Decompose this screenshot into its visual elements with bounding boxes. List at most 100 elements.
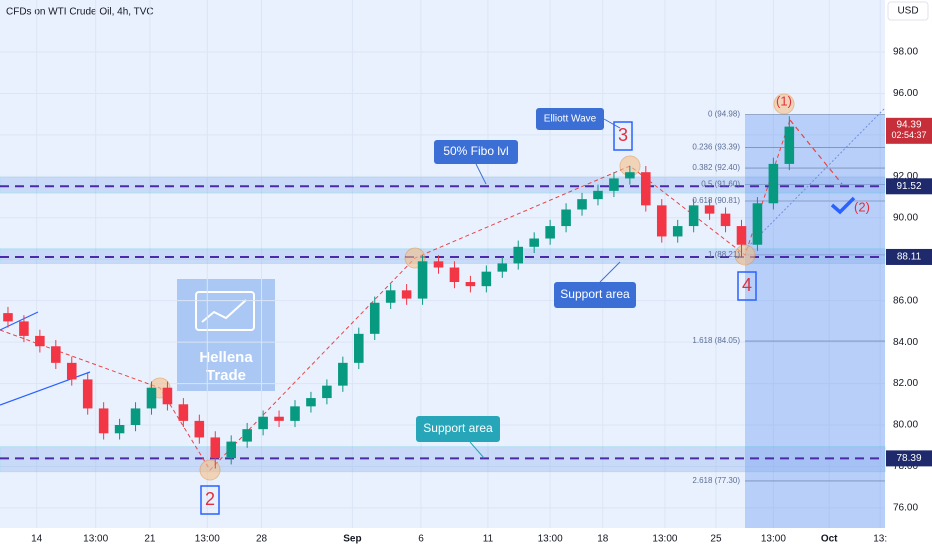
countdown: 02:54:37 bbox=[891, 130, 926, 140]
candle-body bbox=[290, 406, 300, 421]
candle-body bbox=[625, 172, 635, 179]
fib-label: 0 (94.98) bbox=[708, 110, 740, 119]
candle-body bbox=[369, 302, 380, 334]
candle-body bbox=[529, 238, 539, 247]
x-tick-label: 13:00 bbox=[195, 534, 220, 545]
logo-box bbox=[177, 279, 275, 391]
candle-body bbox=[338, 362, 348, 386]
candle-body bbox=[688, 205, 699, 227]
candle-body bbox=[306, 398, 316, 407]
x-tick-label: 6 bbox=[418, 534, 424, 545]
fib-label: 2.618 (77.30) bbox=[692, 476, 740, 485]
candle-body bbox=[178, 404, 189, 421]
x-tick-label: 21 bbox=[144, 534, 156, 545]
annotation-pointer bbox=[603, 118, 621, 129]
candle-body bbox=[513, 246, 524, 264]
annotation: Elliott Wave bbox=[544, 114, 597, 125]
fib-label: 0.618 (90.81) bbox=[692, 196, 740, 205]
candle-body bbox=[98, 408, 109, 434]
candle-body bbox=[641, 172, 651, 206]
x-tick-label: Sep bbox=[343, 534, 361, 545]
x-tick-label: 25 bbox=[710, 534, 722, 545]
candle-body bbox=[66, 362, 77, 380]
x-tick-label: 13:00 bbox=[83, 534, 108, 545]
projection bbox=[789, 119, 843, 185]
channel-line bbox=[0, 311, 39, 331]
candle-body bbox=[242, 429, 252, 442]
wave-label: (2) bbox=[854, 199, 870, 214]
candle-body bbox=[35, 335, 45, 347]
wave-box bbox=[200, 485, 220, 515]
candle-body bbox=[497, 263, 508, 272]
candle-body bbox=[784, 126, 795, 164]
annotation-box bbox=[536, 108, 604, 130]
candle-body bbox=[226, 441, 236, 459]
candle-body bbox=[114, 425, 125, 434]
candle-body bbox=[385, 290, 396, 303]
plot bbox=[0, 0, 886, 528]
candle-body bbox=[130, 408, 141, 426]
y-tick-label: 98.00 bbox=[893, 47, 918, 58]
candle-body bbox=[465, 282, 476, 287]
fib-label: 0.5 (91.60) bbox=[701, 180, 740, 189]
x-tick-label: 28 bbox=[256, 534, 268, 545]
pivot-circle bbox=[734, 244, 756, 266]
time-axis bbox=[0, 528, 885, 550]
annotation-pointer bbox=[475, 163, 487, 185]
y-tick-label: 96.00 bbox=[893, 88, 918, 99]
candle-body bbox=[545, 226, 555, 239]
candle-body bbox=[481, 271, 492, 287]
last-price: 94.39 bbox=[896, 119, 921, 130]
x-tick-label: 14 bbox=[31, 534, 43, 545]
annotation: Support area bbox=[423, 421, 493, 435]
x-tick-label: 13:00 bbox=[761, 534, 786, 545]
annotation-box bbox=[554, 282, 636, 308]
candle-body bbox=[593, 190, 603, 200]
candle-body bbox=[162, 387, 173, 405]
fib-label: 0.236 (93.39) bbox=[692, 143, 740, 152]
candle-body bbox=[194, 420, 205, 438]
candle-body bbox=[736, 226, 747, 245]
y-tick-label: 90.00 bbox=[893, 212, 918, 223]
logo-line bbox=[201, 299, 247, 323]
candle-body bbox=[768, 163, 779, 204]
pivot-circle bbox=[773, 93, 795, 115]
logo-text: Trade bbox=[206, 367, 246, 384]
fib-label: 1.618 (84.05) bbox=[692, 336, 740, 345]
wave-box bbox=[737, 271, 757, 301]
wave-label: 4 bbox=[742, 275, 752, 295]
currency-box[interactable] bbox=[887, 1, 929, 21]
candle-body bbox=[401, 290, 412, 299]
x-tick-label: 13:00 bbox=[538, 534, 563, 545]
price-tag-label: 78.39 bbox=[896, 453, 921, 464]
candle-body bbox=[433, 261, 444, 268]
candle-body bbox=[274, 416, 284, 421]
fib-label: 1 (88.21) bbox=[708, 250, 740, 259]
candle-body bbox=[704, 205, 715, 214]
wave-label: (1) bbox=[776, 93, 792, 108]
candle-body bbox=[672, 226, 683, 237]
currency: USD bbox=[897, 6, 918, 17]
candle-body bbox=[322, 385, 332, 399]
candle-body bbox=[561, 209, 571, 227]
last-price-tag bbox=[886, 117, 932, 144]
y-tick-label: 82.00 bbox=[893, 378, 918, 389]
candle-body bbox=[577, 199, 587, 210]
x-tick-label: 13:00 bbox=[652, 534, 677, 545]
y-tick-label: 80.00 bbox=[893, 420, 918, 431]
annotation-pointer bbox=[469, 441, 485, 459]
y-tick-label: 86.00 bbox=[893, 295, 918, 306]
support-band bbox=[0, 176, 886, 194]
wave-label: 3 bbox=[618, 125, 628, 145]
x-tick-label: 11 bbox=[483, 534, 494, 545]
candle-body bbox=[720, 213, 731, 227]
candle-body bbox=[3, 313, 13, 322]
price-tag-label: 88.11 bbox=[897, 252, 922, 263]
annotation: Support area bbox=[560, 287, 630, 301]
y-tick-label: 76.00 bbox=[893, 503, 918, 514]
candle-body bbox=[354, 333, 364, 363]
candle-body bbox=[656, 205, 667, 237]
fib-label: 0.382 (92.40) bbox=[692, 163, 740, 172]
annotation-pointer bbox=[599, 261, 621, 283]
